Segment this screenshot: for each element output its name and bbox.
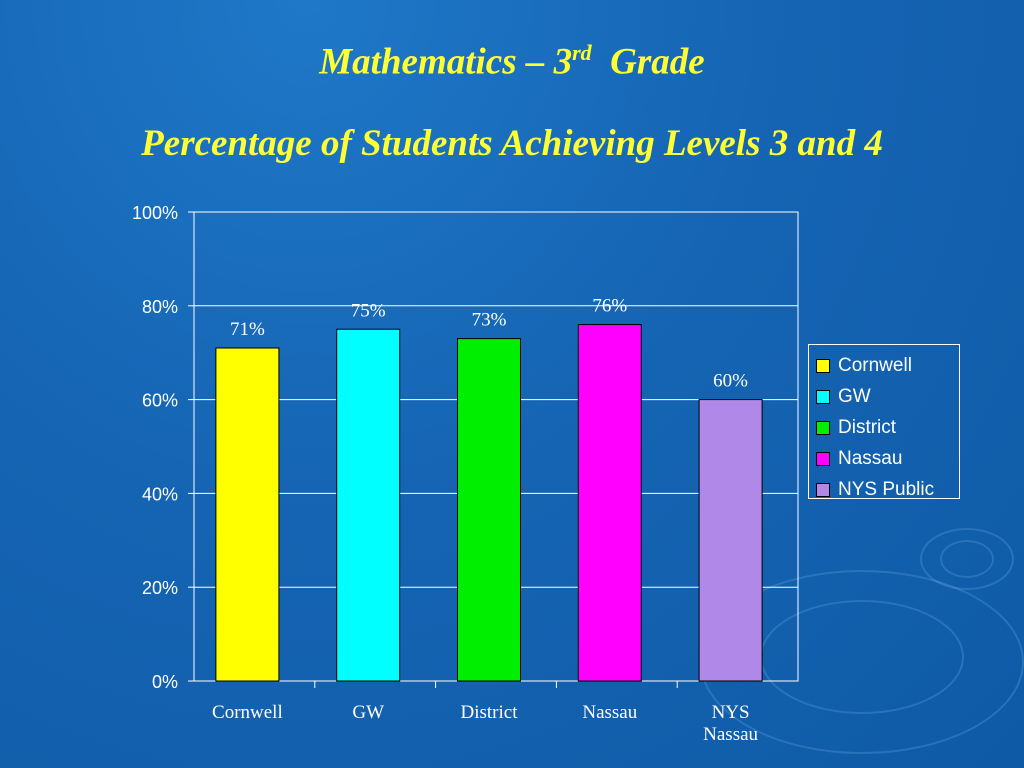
legend-label: GW (838, 385, 871, 407)
category-label: District (461, 702, 519, 723)
y-tick-label: 100% (132, 203, 178, 223)
data-label: 76% (592, 296, 627, 317)
y-tick-label: 20% (142, 578, 178, 598)
data-label: 75% (351, 300, 386, 321)
bar (215, 347, 280, 682)
slide-subtitle: Percentage of Students Achieving Levels … (141, 123, 883, 164)
slide-title: Mathematics – 3rd Grade (0, 40, 1024, 83)
data-label: 73% (472, 310, 507, 331)
y-tick-label: 80% (142, 297, 178, 317)
legend-swatch (816, 482, 830, 497)
bar (577, 324, 642, 682)
category-label: GW (352, 702, 384, 723)
legend-item: NYS Public (816, 474, 959, 505)
legend-label: NYS Public (838, 478, 935, 500)
category-label: Nassau (703, 724, 758, 745)
legend-item: Cornwell (816, 350, 959, 381)
y-tick-label: 60% (142, 391, 178, 411)
legend-swatch (816, 358, 830, 373)
y-tick-label: 0% (152, 672, 178, 692)
chart-legend: Cornwell GW District Nassau NYS Public (808, 344, 960, 500)
legend-swatch (816, 389, 830, 404)
legend-item: GW (816, 381, 959, 412)
title-end: Grade (610, 41, 705, 83)
legend-item: District (816, 412, 959, 443)
title-main: Mathematics – 3 (319, 41, 573, 83)
bar (336, 328, 401, 682)
legend-item: Nassau (816, 443, 959, 474)
bar (457, 338, 521, 682)
data-label: 71% (230, 319, 265, 340)
title-superscript: rd (572, 40, 592, 65)
category-label: Nassau (582, 702, 637, 723)
legend-label: Cornwell (838, 354, 912, 376)
data-label: 60% (713, 371, 748, 392)
category-label: NYS (712, 702, 750, 723)
legend-swatch (816, 451, 830, 466)
y-tick-label: 40% (142, 484, 178, 504)
bar (698, 399, 763, 682)
legend-label: District (838, 416, 897, 438)
category-label: Cornwell (212, 702, 283, 723)
legend-swatch (816, 420, 830, 435)
legend-label: Nassau (838, 447, 903, 469)
ripple-decoration (920, 528, 1014, 590)
